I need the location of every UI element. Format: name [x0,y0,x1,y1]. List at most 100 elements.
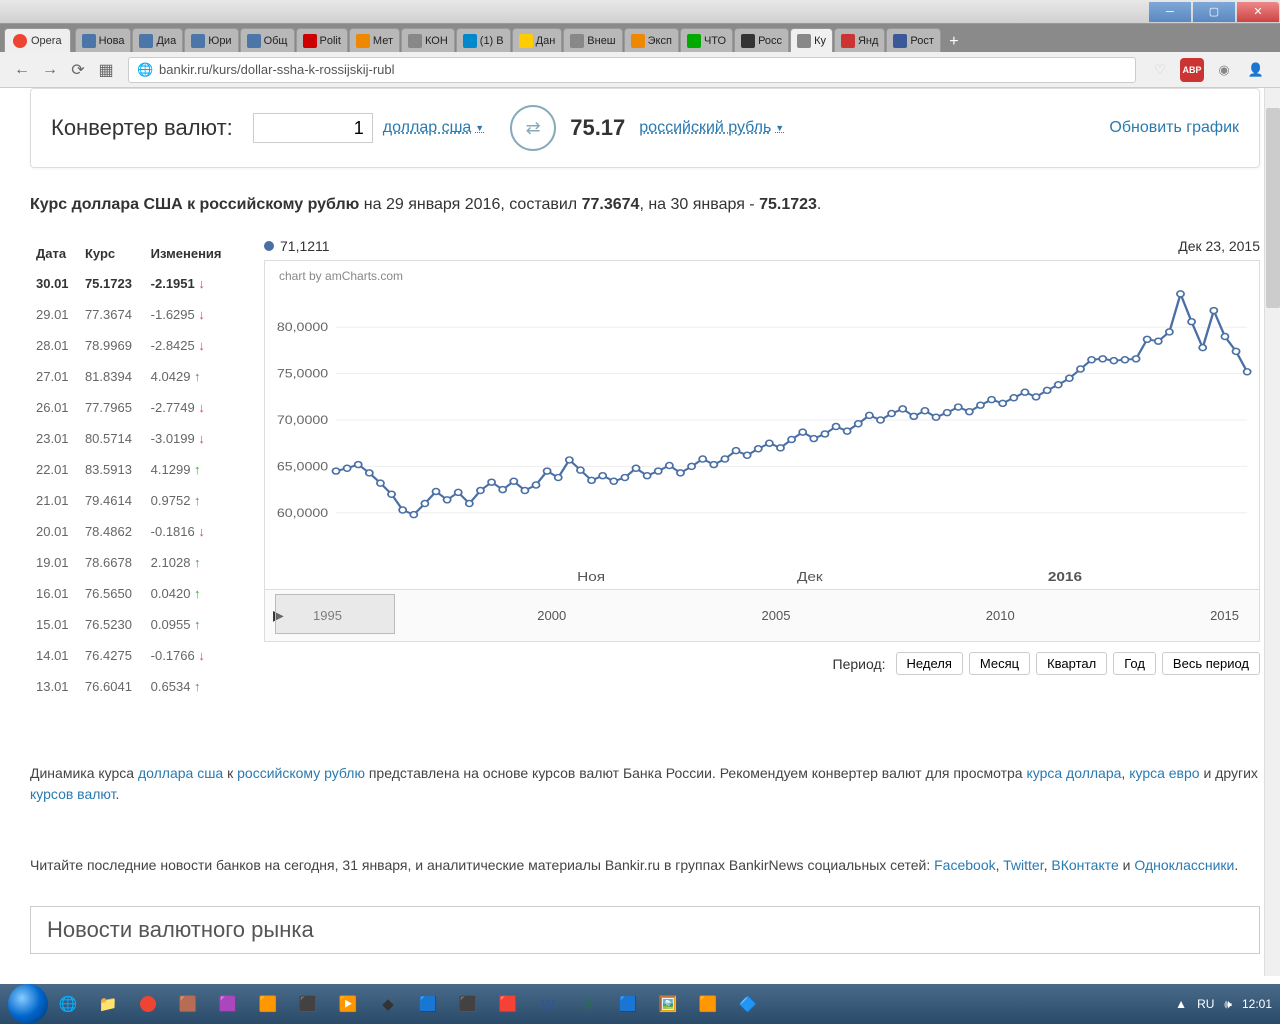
svg-text:75,0000: 75,0000 [277,367,328,381]
extensions-button[interactable]: ◉ [1212,58,1236,82]
update-chart-link[interactable]: Обновить график [1109,119,1239,137]
url-input[interactable]: 🌐 bankir.ru/kurs/dollar-ssha-k-rossijski… [128,57,1136,83]
task-app12[interactable]: 🟧 [690,989,726,1019]
link-twitter[interactable]: Twitter [1003,857,1043,873]
svg-text:2016: 2016 [1048,570,1082,585]
link-usd[interactable]: доллара сша [138,765,223,781]
forward-button[interactable]: → [36,56,64,84]
task-app7[interactable]: 🟦 [410,989,446,1019]
timeline-scrubber[interactable]: ▶ 19952000200520102015 [264,590,1260,642]
task-app2[interactable]: 🟪 [210,989,246,1019]
page-content: Конвертер валют: доллар сша ⇄ 75.17 росс… [0,88,1280,976]
browser-tab[interactable]: Дан [512,28,563,52]
task-opera[interactable] [130,989,166,1019]
task-app9[interactable]: 🟥 [490,989,526,1019]
tray-lang[interactable]: RU [1197,997,1214,1011]
opera-icon [13,34,27,48]
opera-menu-button[interactable]: Opera [4,28,71,52]
col-change: Изменения [147,240,238,267]
profile-button[interactable]: 👤 [1244,58,1268,82]
task-word[interactable]: W [530,989,566,1019]
timeline-year: 2015 [1210,608,1239,623]
tab-label: Внеш [587,35,615,47]
browser-tab[interactable]: Эксп [624,28,679,52]
favicon-icon [139,34,153,48]
task-ie[interactable]: 🌐 [50,989,86,1019]
col-date: Дата [32,240,79,267]
link-ok[interactable]: Одноклассники [1134,857,1234,873]
task-app3[interactable]: 🟧 [250,989,286,1019]
tray-expand-icon[interactable]: ▲ [1175,997,1187,1011]
adblock-button[interactable]: ABP [1180,58,1204,82]
browser-tab[interactable]: КОН [401,28,455,52]
task-app10[interactable]: 🟦 [610,989,646,1019]
amount-input[interactable] [253,113,373,143]
browser-tab[interactable]: Нова [75,28,132,52]
browser-tab[interactable]: (1) В [456,28,511,52]
table-row: 15.0176.52300.0955 ↑ [32,610,238,639]
task-app4[interactable]: ⬛ [290,989,326,1019]
link-vk[interactable]: ВКонтакте [1051,857,1118,873]
url-text: bankir.ru/kurs/dollar-ssha-k-rossijskij-… [159,62,395,77]
new-tab-button[interactable]: + [942,32,966,52]
dynamics-text: Динамика курса доллара сша к российскому… [30,763,1260,805]
task-app8[interactable]: ⬛ [450,989,486,1019]
browser-tab[interactable]: Росс [734,28,789,52]
maximize-button[interactable]: ▢ [1193,2,1235,22]
period-button[interactable]: Неделя [896,652,963,675]
site-info-icon: 🌐 [137,62,153,78]
task-explorer[interactable]: 📁 [90,989,126,1019]
close-button[interactable]: ✕ [1237,2,1279,22]
browser-tab[interactable]: Polit [296,28,348,52]
bookmark-button[interactable]: ♡ [1148,58,1172,82]
headline-currency: Курс доллара США к российскому рублю [30,196,359,213]
link-usd-rate[interactable]: курса доллара [1026,765,1121,781]
browser-tab[interactable]: Ку [790,28,833,52]
browser-tab[interactable]: Рост [886,28,941,52]
scroll-thumb[interactable] [1266,108,1280,308]
task-app6[interactable]: ◆ [370,989,406,1019]
period-button[interactable]: Год [1113,652,1156,675]
to-currency-select[interactable]: российский рубль [639,119,784,137]
task-excel[interactable]: X [570,989,606,1019]
link-rub[interactable]: российскому рублю [237,765,365,781]
table-row: 27.0181.83944.0429 ↑ [32,362,238,391]
link-eur-rate[interactable]: курса евро [1129,765,1199,781]
from-currency-select[interactable]: доллар сша [383,119,484,137]
news-heading: Новости валютного рынка [30,906,1260,954]
minimize-button[interactable]: ─ [1149,2,1191,22]
task-app13[interactable]: 🔷 [730,989,766,1019]
reload-button[interactable]: ⟳ [64,56,92,84]
browser-tab[interactable]: ЧТО [680,28,733,52]
link-rates[interactable]: курсов валют [30,786,115,802]
tray-network-icon[interactable]: 🕪 [1224,997,1232,1012]
timeline-selection[interactable] [275,594,395,634]
favicon-icon [82,34,96,48]
period-button[interactable]: Квартал [1036,652,1107,675]
task-app5[interactable]: ▶️ [330,989,366,1019]
browser-tab[interactable]: Общ [240,28,295,52]
back-button[interactable]: ← [8,56,36,84]
system-tray[interactable]: ▲ RU 🕪 12:01 [1175,997,1272,1012]
period-selector: Период: НеделяМесяцКварталГодВесь период [264,652,1260,675]
line-chart[interactable]: chart by amCharts.com 80,000075,000070,0… [264,260,1260,590]
page-scrollbar[interactable] [1264,88,1280,976]
swap-button[interactable]: ⇄ [510,105,556,151]
browser-tab[interactable]: Мет [349,28,400,52]
browser-tab[interactable]: Янд [834,28,885,52]
favicon-icon [570,34,584,48]
task-app11[interactable]: 🖼️ [650,989,686,1019]
tray-clock[interactable]: 12:01 [1242,997,1272,1011]
result-value: 75.17 [570,115,625,141]
browser-tab[interactable]: Внеш [563,28,622,52]
browser-tab[interactable]: Юри [184,28,238,52]
browser-tab[interactable]: Диа [132,28,183,52]
favicon-icon [687,34,701,48]
start-button[interactable] [8,984,48,1024]
task-app1[interactable]: 🟫 [170,989,206,1019]
link-facebook[interactable]: Facebook [934,857,995,873]
speed-dial-button[interactable]: ▦ [92,56,120,84]
favicon-icon [408,34,422,48]
period-button[interactable]: Месяц [969,652,1030,675]
period-button[interactable]: Весь период [1162,652,1260,675]
